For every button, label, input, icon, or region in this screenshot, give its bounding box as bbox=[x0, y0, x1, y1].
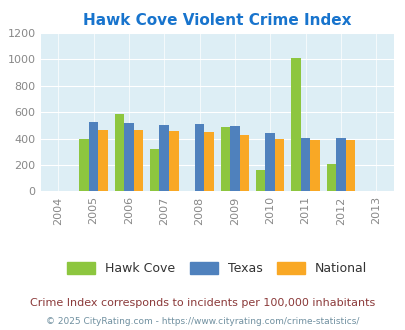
Bar bbox=[309, 140, 319, 191]
Text: © 2025 CityRating.com - https://www.cityrating.com/crime-statistics/: © 2025 CityRating.com - https://www.city… bbox=[46, 317, 359, 326]
Bar bbox=[239, 135, 249, 191]
Bar bbox=[79, 139, 89, 191]
Bar bbox=[265, 133, 274, 191]
Bar bbox=[159, 125, 168, 191]
Bar bbox=[194, 124, 204, 191]
Bar bbox=[149, 148, 159, 191]
Bar bbox=[300, 138, 309, 191]
Bar bbox=[124, 123, 133, 191]
Bar bbox=[335, 138, 345, 191]
Bar bbox=[204, 132, 213, 191]
Bar bbox=[255, 170, 265, 191]
Bar bbox=[98, 130, 108, 191]
Title: Hawk Cove Violent Crime Index: Hawk Cove Violent Crime Index bbox=[83, 13, 351, 28]
Bar bbox=[290, 58, 300, 191]
Bar bbox=[133, 130, 143, 191]
Bar bbox=[274, 139, 284, 191]
Text: Crime Index corresponds to incidents per 100,000 inhabitants: Crime Index corresponds to incidents per… bbox=[30, 298, 375, 308]
Bar bbox=[220, 127, 230, 191]
Legend: Hawk Cove, Texas, National: Hawk Cove, Texas, National bbox=[62, 256, 371, 280]
Bar bbox=[114, 114, 124, 191]
Bar bbox=[326, 164, 335, 191]
Bar bbox=[89, 122, 98, 191]
Bar bbox=[345, 140, 354, 191]
Bar bbox=[168, 131, 178, 191]
Bar bbox=[230, 126, 239, 191]
